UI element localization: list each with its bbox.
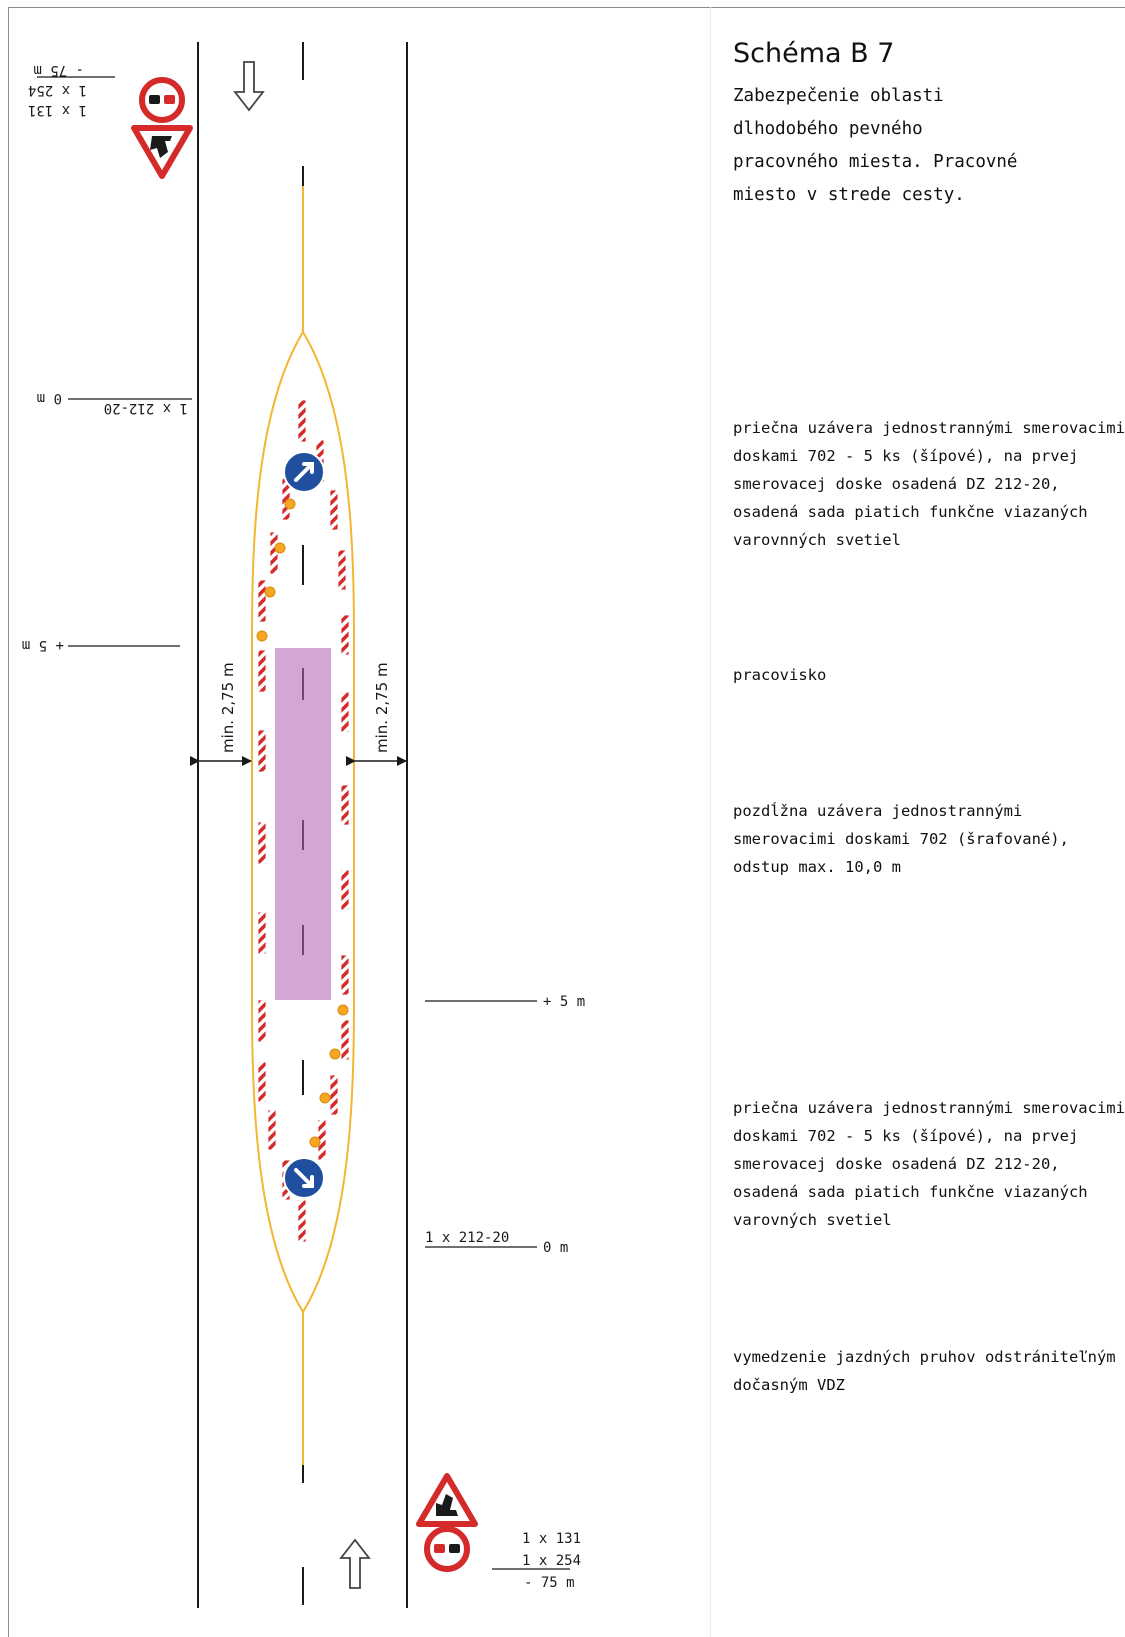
lower-plus-five-label: + 5 m: [543, 994, 585, 1010]
lower-distance-label: - 75 m: [524, 1575, 575, 1591]
barrier-board: [340, 614, 350, 656]
barrier-board: [257, 821, 267, 865]
lower-sign-131-label: 1 x 131: [522, 1531, 581, 1547]
barrier-board: [257, 999, 267, 1043]
note-entry-closure: priečna uzávera jednostrannými smerovaci…: [733, 419, 1125, 549]
note-longitudinal-closure: pozdĺžna uzávera jednostrannými smerovac…: [733, 802, 1069, 876]
barrier-board: [269, 531, 279, 575]
warning-light: [264, 586, 276, 598]
note-lane-marking: vymedzenie jazdných pruhov odstrániteľný…: [733, 1348, 1116, 1394]
direction-arrow-up-icon: [339, 1538, 371, 1589]
warning-light: [309, 1136, 321, 1148]
barrier-board: [267, 1109, 277, 1151]
note-work-area: pracovisko: [733, 666, 827, 684]
upper-zero-label: 0 m: [37, 390, 62, 406]
roadworks-warning-sign-icon: [416, 1473, 478, 1527]
note-exit-closure: priečna uzávera jednostrannými smerovaci…: [733, 1099, 1125, 1229]
legend-panel: Schéma B 7 Zabezpečenie oblasti dlhodobé…: [733, 0, 1125, 1637]
barrier-board: [257, 911, 267, 955]
right-lane-width-label: min. 2,75 m: [373, 662, 391, 753]
temporary-marking: [251, 186, 355, 1465]
barrier-board: [340, 954, 350, 996]
barrier-board: [297, 1199, 307, 1243]
upper-sign-131-label: 1 x 131: [28, 102, 87, 118]
barrier-board: [340, 691, 350, 733]
upper-sign-254-label: 1 x 254: [28, 82, 87, 98]
barrier-board: [340, 784, 350, 826]
upper-distance-label: - 75 m: [33, 62, 84, 78]
distance-marker-lines: [37, 76, 570, 1570]
left-lane-width-label: min. 2,75 m: [219, 662, 237, 753]
barrier-board: [340, 869, 350, 911]
warning-light: [256, 630, 268, 642]
pass-left-sign: [283, 451, 325, 493]
barrier-board: [297, 399, 307, 443]
barrier-board: [257, 649, 267, 693]
barrier-board: [329, 1074, 339, 1116]
upper-closure-sign-label: 1 x 212-20: [104, 400, 188, 416]
panel-divider: [710, 7, 711, 1637]
barrier-board: [257, 729, 267, 773]
lower-sign-254-label: 1 x 254: [522, 1553, 581, 1569]
lower-closure-sign-label: 1 x 212-20: [425, 1230, 509, 1246]
warning-lights: [256, 498, 349, 1148]
no-overtaking-sign-icon: [139, 77, 185, 123]
page-subtitle: Zabezpečenie oblasti dlhodobého pevného …: [733, 86, 1018, 205]
barrier-board: [257, 579, 267, 623]
page-title: Schéma B 7: [733, 38, 895, 69]
lower-signs: [416, 1473, 478, 1572]
upper-plus-five-label: + 5 m: [22, 637, 64, 653]
warning-light: [329, 1048, 341, 1060]
direction-arrow-down-icon: [233, 61, 265, 112]
barrier-boards: [257, 399, 350, 1243]
lower-zero-label: 0 m: [543, 1240, 568, 1256]
warning-light: [337, 1004, 349, 1016]
warning-light: [319, 1092, 331, 1104]
traffic-scheme-diagram: min. 2,75 m min. 2,75 m - 75 m 1 x 254 1…: [22, 42, 585, 1608]
barrier-board: [329, 489, 339, 531]
barrier-board: [257, 1061, 267, 1103]
no-overtaking-sign-icon: [424, 1526, 470, 1572]
roadworks-warning-sign-icon: [131, 125, 193, 179]
barrier-board: [337, 549, 347, 591]
warning-light: [274, 542, 286, 554]
pass-right-sign: [283, 1157, 325, 1199]
warning-light: [284, 498, 296, 510]
drawing-frame: [8, 7, 1125, 1637]
upper-signs: [131, 77, 193, 179]
barrier-board: [340, 1019, 350, 1061]
